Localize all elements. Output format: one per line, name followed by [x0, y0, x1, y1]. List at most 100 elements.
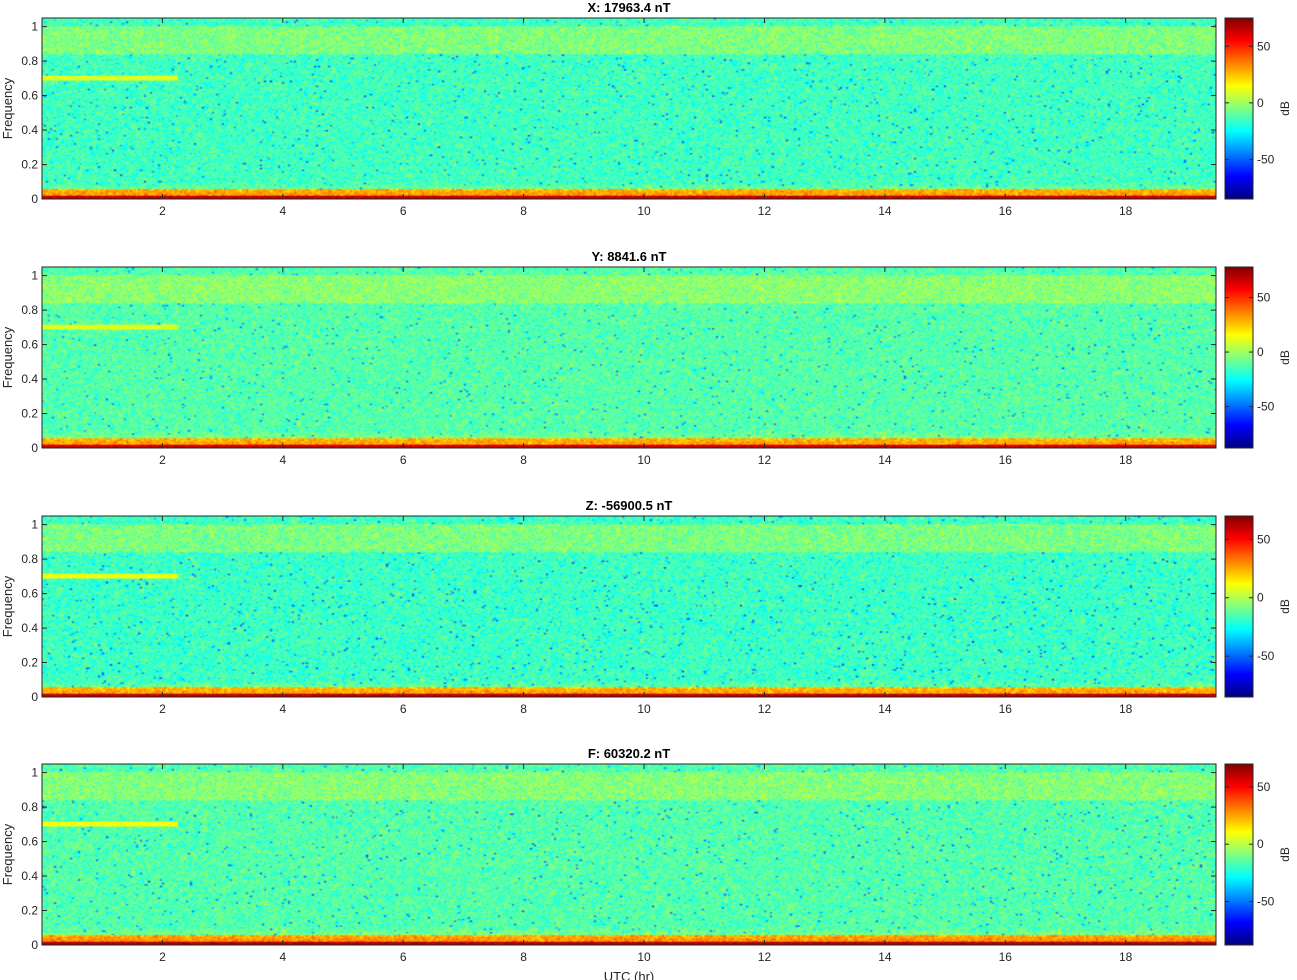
- chart-title: X: 17963.4 nT: [587, 0, 670, 15]
- x-tick-label: 10: [637, 453, 651, 467]
- x-tick-label: 4: [279, 702, 286, 716]
- colorbar: [1224, 763, 1254, 946]
- y-tick-label: 0: [31, 938, 38, 952]
- y-tick-label: 1: [31, 20, 38, 34]
- chart-title: Y: 8841.6 nT: [592, 249, 667, 264]
- y-tick-label: 0.2: [21, 904, 38, 918]
- axes-box: [41, 515, 1217, 698]
- y-tick-label: 0.2: [21, 407, 38, 421]
- colorbar-tick-label: 50: [1257, 291, 1271, 305]
- x-tick-label: 2: [159, 702, 166, 716]
- x-tick-label: 18: [1119, 950, 1133, 964]
- y-tick-label: 0.8: [21, 54, 38, 68]
- x-tick-label: 6: [400, 702, 407, 716]
- x-tick-label: 4: [279, 950, 286, 964]
- colorbar-tick-label: -50: [1257, 894, 1275, 908]
- colorbar: [1224, 515, 1254, 698]
- y-axis-label: Frequency: [0, 575, 15, 637]
- colorbar-label: dB: [1278, 599, 1292, 614]
- x-tick-label: 14: [878, 702, 892, 716]
- x-tick-label: 12: [758, 453, 772, 467]
- axes-box: [41, 17, 1217, 200]
- y-tick-label: 0: [31, 690, 38, 704]
- y-tick-label: 0.6: [21, 835, 38, 849]
- y-tick-label: 0.8: [21, 800, 38, 814]
- x-tick-label: 18: [1119, 204, 1133, 218]
- x-tick-label: 10: [637, 702, 651, 716]
- y-axis-label: Frequency: [0, 823, 15, 885]
- colorbar-label: dB: [1278, 350, 1292, 365]
- x-tick-label: 16: [999, 204, 1013, 218]
- y-axis-label: Frequency: [0, 77, 15, 139]
- x-tick-label: 8: [520, 702, 527, 716]
- y-tick-label: 0.4: [21, 372, 38, 386]
- colorbar-tick-label: -50: [1257, 152, 1275, 166]
- y-tick-label: 0: [31, 441, 38, 455]
- colorbar-tick-label: 50: [1257, 532, 1271, 546]
- y-tick-label: 0.8: [21, 303, 38, 317]
- y-tick-label: 0: [31, 192, 38, 206]
- y-tick-label: 0.4: [21, 621, 38, 635]
- spectrogram-image: [42, 516, 1216, 697]
- x-tick-label: 4: [279, 204, 286, 218]
- x-tick-label: 6: [400, 204, 407, 218]
- y-tick-label: 1: [31, 766, 38, 780]
- x-tick-label: 16: [999, 950, 1013, 964]
- x-tick-label: 12: [758, 204, 772, 218]
- x-tick-label: 12: [758, 950, 772, 964]
- x-tick-label: 10: [637, 950, 651, 964]
- x-tick-label: 2: [159, 204, 166, 218]
- x-tick-label: 18: [1119, 453, 1133, 467]
- x-tick-label: 8: [520, 950, 527, 964]
- y-tick-label: 0.4: [21, 123, 38, 137]
- colorbar-tick-label: 0: [1257, 591, 1264, 605]
- x-tick-label: 14: [878, 950, 892, 964]
- colorbar-tick-label: -50: [1257, 649, 1275, 663]
- x-tick-label: 12: [758, 702, 772, 716]
- colorbar-tick-label: -50: [1257, 400, 1275, 414]
- x-tick-label: 16: [999, 453, 1013, 467]
- x-tick-label: 6: [400, 453, 407, 467]
- panel-z: Z: -56900.5 nT2 4 6 8 10 12 14 16 1800.20.40.60.…: [0, 498, 1292, 716]
- y-tick-label: 0.6: [21, 338, 38, 352]
- panel-y: Y: 8841.6 nT2 4 6 8 10 12 14 16 1800.20.40.60.81…: [0, 249, 1292, 467]
- y-tick-label: 0.4: [21, 869, 38, 883]
- x-tick-label: 18: [1119, 702, 1133, 716]
- colorbar-tick-label: 0: [1257, 345, 1264, 359]
- y-tick-label: 0.6: [21, 89, 38, 103]
- y-tick-label: 1: [31, 269, 38, 283]
- y-axis-label: Frequency: [0, 326, 15, 388]
- x-tick-label: 6: [400, 950, 407, 964]
- colorbar-tick-label: 0: [1257, 96, 1264, 110]
- x-tick-label: 8: [520, 204, 527, 218]
- spectrogram-image: [42, 18, 1216, 199]
- x-tick-label: 8: [520, 453, 527, 467]
- x-tick-label: 4: [279, 453, 286, 467]
- spectrogram-image: [42, 764, 1216, 945]
- chart-title: F: 60320.2 nT: [588, 746, 670, 761]
- y-tick-label: 0.8: [21, 552, 38, 566]
- colorbar-tick-label: 0: [1257, 837, 1264, 851]
- colorbar: [1224, 266, 1254, 449]
- chart-title: Z: -56900.5 nT: [586, 498, 673, 513]
- x-tick-label: 2: [159, 453, 166, 467]
- x-tick-label: 10: [637, 204, 651, 218]
- y-tick-label: 0.2: [21, 158, 38, 172]
- x-tick-label: 2: [159, 950, 166, 964]
- panel-f: F: 60320.2 nT2 4 6 8 10 12 14 16 1800.20.40.60.8…: [0, 746, 1292, 980]
- axes-box: [41, 266, 1217, 449]
- x-tick-label: 16: [999, 702, 1013, 716]
- colorbar: [1224, 17, 1254, 200]
- colorbar-label: dB: [1278, 847, 1292, 862]
- panel-x: X: 17963.4 nT2 4 6 8 10 12 14 16 1800.20.40.60.8…: [0, 0, 1292, 218]
- colorbar-tick-label: 50: [1257, 780, 1271, 794]
- x-tick-label: 14: [878, 453, 892, 467]
- x-axis-label: UTC (hr): [604, 969, 655, 980]
- y-tick-label: 1: [31, 518, 38, 532]
- colorbar-label: dB: [1278, 101, 1292, 116]
- axes-box: [41, 763, 1217, 946]
- y-tick-label: 0.2: [21, 656, 38, 670]
- colorbar-tick-label: 50: [1257, 39, 1271, 53]
- y-tick-label: 0.6: [21, 587, 38, 601]
